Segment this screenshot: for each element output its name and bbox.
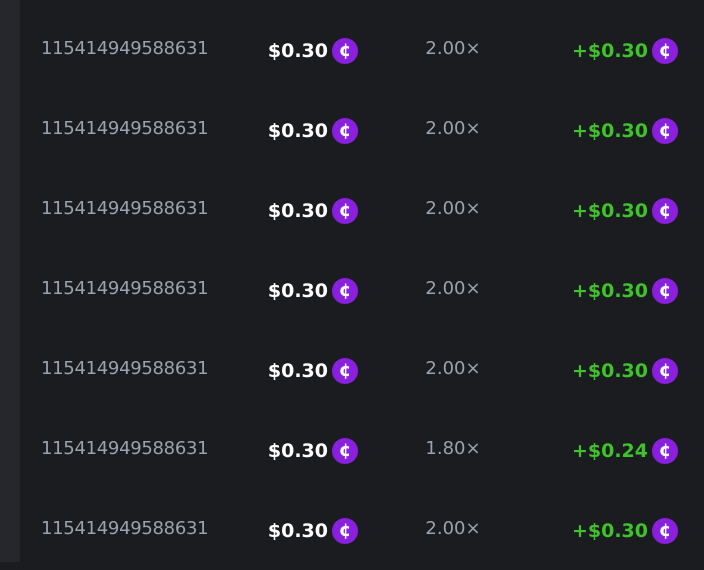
cent-coin-icon: ¢ <box>332 118 358 144</box>
bet-profit: +$0.30 ¢ <box>572 118 678 144</box>
cent-coin-icon: ¢ <box>652 198 678 224</box>
sidebar-strip <box>0 0 20 562</box>
bet-row[interactable]: 115414949588631 $0.30 ¢ 2.00× +$0.30 ¢ <box>20 10 704 90</box>
cent-coin-icon: ¢ <box>652 358 678 384</box>
bet-multiplier: 1.80× <box>425 438 481 459</box>
bet-profit: +$0.30 ¢ <box>572 518 678 544</box>
bet-profit-value: +$0.30 <box>571 200 648 222</box>
bet-row[interactable]: 115414949588631 $0.30 ¢ 1.80× +$0.24 ¢ <box>20 410 704 490</box>
bet-id[interactable]: 115414949588631 <box>41 38 209 59</box>
bet-amount: $0.30 ¢ <box>268 198 358 224</box>
bet-amount-value: $0.30 <box>267 360 328 382</box>
bet-row[interactable]: 115414949588631 $0.30 ¢ 2.00× +$0.30 ¢ <box>20 490 704 570</box>
cent-coin-icon: ¢ <box>332 438 358 464</box>
bet-profit: +$0.24 ¢ <box>572 438 678 464</box>
bet-multiplier: 2.00× <box>425 358 481 379</box>
bet-profit-value: +$0.30 <box>571 280 648 302</box>
cent-coin-icon: ¢ <box>332 38 358 64</box>
bet-multiplier: 2.00× <box>425 198 481 219</box>
bet-row[interactable]: 115414949588631 $0.30 ¢ 2.00× +$0.30 ¢ <box>20 330 704 410</box>
bet-id[interactable]: 115414949588631 <box>41 438 209 459</box>
bet-amount-value: $0.30 <box>267 120 328 142</box>
cent-coin-icon: ¢ <box>332 278 358 304</box>
bet-amount: $0.30 ¢ <box>268 518 358 544</box>
bet-multiplier: 2.00× <box>425 118 481 139</box>
bet-amount-value: $0.30 <box>267 440 328 462</box>
bet-amount-value: $0.30 <box>267 40 328 62</box>
bet-id[interactable]: 115414949588631 <box>41 198 209 219</box>
bets-table: 115414949588631 $0.30 ¢ 2.00× +$0.30 ¢ 115… <box>20 10 704 570</box>
bet-profit-value: +$0.30 <box>571 120 648 142</box>
bet-amount: $0.30 ¢ <box>268 278 358 304</box>
bet-profit-value: +$0.24 <box>571 440 648 462</box>
bet-amount: $0.30 ¢ <box>268 118 358 144</box>
bet-profit: +$0.30 ¢ <box>572 358 678 384</box>
bet-profit-value: +$0.30 <box>571 520 648 542</box>
bet-amount: $0.30 ¢ <box>268 38 358 64</box>
bet-row[interactable]: 115414949588631 $0.30 ¢ 2.00× +$0.30 ¢ <box>20 250 704 330</box>
cent-coin-icon: ¢ <box>332 518 358 544</box>
bet-amount: $0.30 ¢ <box>268 358 358 384</box>
bet-profit-value: +$0.30 <box>571 360 648 382</box>
cent-coin-icon: ¢ <box>652 438 678 464</box>
bet-profit: +$0.30 ¢ <box>572 198 678 224</box>
bet-amount-value: $0.30 <box>267 280 328 302</box>
bet-multiplier: 2.00× <box>425 518 481 539</box>
bet-profit-value: +$0.30 <box>571 40 648 62</box>
bet-profit: +$0.30 ¢ <box>572 278 678 304</box>
bet-multiplier: 2.00× <box>425 278 481 299</box>
bet-amount: $0.30 ¢ <box>268 438 358 464</box>
cent-coin-icon: ¢ <box>652 278 678 304</box>
cent-coin-icon: ¢ <box>332 358 358 384</box>
cent-coin-icon: ¢ <box>332 198 358 224</box>
cent-coin-icon: ¢ <box>652 518 678 544</box>
cent-coin-icon: ¢ <box>652 38 678 64</box>
bet-id[interactable]: 115414949588631 <box>41 118 209 139</box>
bet-row[interactable]: 115414949588631 $0.30 ¢ 2.00× +$0.30 ¢ <box>20 90 704 170</box>
cent-coin-icon: ¢ <box>652 118 678 144</box>
bet-id[interactable]: 115414949588631 <box>41 278 209 299</box>
bet-profit: +$0.30 ¢ <box>572 38 678 64</box>
bet-id[interactable]: 115414949588631 <box>41 518 209 539</box>
bet-id[interactable]: 115414949588631 <box>41 358 209 379</box>
bet-amount-value: $0.30 <box>267 200 328 222</box>
bet-amount-value: $0.30 <box>267 520 328 542</box>
bet-multiplier: 2.00× <box>425 38 481 59</box>
bet-row[interactable]: 115414949588631 $0.30 ¢ 2.00× +$0.30 ¢ <box>20 170 704 250</box>
